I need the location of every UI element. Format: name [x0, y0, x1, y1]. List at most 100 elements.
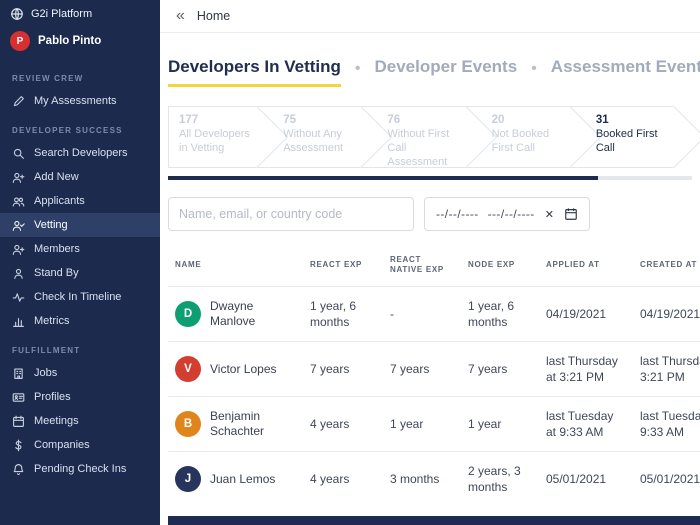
search-input[interactable]	[168, 197, 414, 231]
brand[interactable]: G2i Platform	[0, 0, 160, 25]
section-title-review-crew: REVIEW CREW	[12, 74, 84, 83]
main-content: « Home Developers In Vetting • Developer…	[160, 0, 700, 525]
sidebar-item-pending-check-ins[interactable]: Pending Check Ins	[0, 457, 160, 481]
applied-at-cell: 05/01/2021	[546, 472, 607, 486]
table-row[interactable]: D Dwayne Manlove 1 year, 6 months - 1 ye…	[168, 286, 700, 341]
sidebar-item-profiles[interactable]: Profiles	[0, 385, 160, 409]
sidebar-item-label: My Assessments	[34, 95, 117, 107]
sidebar-item-jobs[interactable]: Jobs	[0, 361, 160, 385]
node-exp-cell: 2 years, 3 months	[468, 464, 521, 494]
column-header-applied-at[interactable]: APPLIED AT	[546, 260, 600, 269]
column-header-node-exp[interactable]: NODE EXP	[468, 260, 515, 269]
sidebar-item-metrics[interactable]: Metrics	[0, 309, 160, 333]
sidebar-item-stand-by[interactable]: Stand By	[0, 261, 160, 285]
funnel-step-count: 75	[283, 114, 296, 126]
created-at-cell: 05/01/2021	[640, 472, 700, 486]
react-exp-cell: 1 year, 6 months	[310, 299, 357, 329]
column-header-name[interactable]: NAME	[175, 260, 202, 269]
funnel-step-label: All Developers in Vetting	[179, 128, 250, 154]
person-check-icon	[12, 220, 25, 231]
developer-name: Juan Lemos	[210, 471, 276, 486]
person-icon	[14, 268, 23, 279]
react-exp-cell: 7 years	[310, 362, 350, 376]
table-row[interactable]: B Benjamin Schachter 4 years 1 year 1 ye…	[168, 396, 700, 451]
sidebar-item-label: Profiles	[34, 391, 71, 403]
sidebar-item-vetting[interactable]: Vetting	[0, 213, 160, 237]
sidebar-item-label: Vetting	[34, 219, 68, 231]
person-add-icon	[12, 172, 25, 183]
funnel-step-count: 31	[595, 114, 609, 126]
calendar-picker-icon[interactable]	[564, 207, 578, 221]
vetting-funnel: 177 All Developers in Vetting 75 Without…	[168, 106, 675, 168]
sidebar-item-my-assessments[interactable]: My Assessments	[0, 89, 160, 113]
user-name: Pablo Pinto	[38, 35, 102, 47]
search-icon	[13, 148, 24, 159]
activity-icon	[12, 292, 25, 302]
sidebar-item-add-new[interactable]: Add New	[0, 165, 160, 189]
column-header-created-at[interactable]: CREATED AT	[640, 260, 698, 269]
g2i-logo-icon	[11, 8, 23, 20]
tab-separator-dot: •	[531, 60, 537, 77]
person-plus-icon	[12, 244, 25, 255]
sidebar-item-search-developers[interactable]: Search Developers	[0, 141, 160, 165]
row-avatar: D	[175, 301, 201, 327]
tabs: Developers In Vetting • Developer Events…	[168, 57, 700, 87]
funnel-step-all-developers[interactable]: 177 All Developers in Vetting	[168, 106, 258, 168]
funnel-step-count: 20	[491, 114, 505, 126]
tab-developer-events[interactable]: Developer Events	[374, 57, 518, 76]
user-avatar: P	[10, 31, 30, 51]
sidebar-item-label: Members	[34, 243, 80, 255]
funnel-step-count: 76	[387, 114, 401, 126]
funnel-step-not-booked-first-call[interactable]: 20 Not Booked First Call	[465, 106, 570, 168]
date-start-value[interactable]: --/--/----	[436, 207, 479, 221]
funnel-progress-fill	[168, 176, 598, 180]
people-icon	[12, 196, 25, 207]
funnel-step-label: Without First Call Assessment	[387, 128, 450, 168]
react-native-exp-cell: 3 months	[390, 472, 440, 486]
sidebar-item-label: Applicants	[34, 195, 85, 207]
bar-chart-icon	[13, 317, 24, 327]
brand-label: G2i Platform	[31, 8, 93, 20]
sidebar-item-check-in-timeline[interactable]: Check In Timeline	[0, 285, 160, 309]
sidebar-item-applicants[interactable]: Applicants	[0, 189, 160, 213]
column-header-react-native-exp[interactable]: REACT NATIVE EXP	[390, 255, 444, 274]
table-horizontal-scrollbar[interactable]	[168, 516, 700, 525]
react-native-exp-cell: 7 years	[390, 362, 430, 376]
section-title-developer-success: DEVELOPER SUCCESS	[12, 126, 123, 135]
breadcrumb-home[interactable]: Home	[196, 9, 231, 23]
sidebar-item-label: Metrics	[34, 315, 70, 327]
applied-at-cell: last Thursday at 3:21 PM	[546, 354, 618, 384]
tab-separator-dot: •	[354, 60, 361, 77]
created-at-cell: last Thursday at 3:21 PM	[640, 354, 700, 384]
date-end-value[interactable]: ---/--/----	[487, 207, 535, 221]
clear-dates-icon[interactable]: ✕	[544, 208, 554, 221]
table-row[interactable]: J Juan Lemos 4 years 3 months 2 years, 3…	[168, 451, 700, 506]
sidebar-item-label: Add New	[34, 171, 79, 183]
sidebar-item-label: Jobs	[34, 367, 58, 379]
sidebar-item-label: Companies	[34, 439, 90, 451]
react-exp-cell: 4 years	[310, 417, 350, 431]
sidebar-item-label: Meetings	[34, 415, 79, 427]
funnel-step-label: Without Any Assessment	[283, 128, 344, 154]
react-native-exp-cell: -	[390, 307, 394, 321]
sidebar-item-label: Stand By	[34, 267, 79, 279]
table-row[interactable]: V Victor Lopes 7 years 7 years 7 years l…	[168, 341, 700, 396]
bell-icon	[13, 463, 24, 475]
row-avatar: J	[175, 466, 201, 492]
back-icon[interactable]: «	[176, 7, 185, 24]
created-at-cell: 04/19/2021	[640, 307, 700, 321]
react-native-exp-cell: 1 year	[390, 417, 424, 431]
sidebar-item-members[interactable]: Members	[0, 237, 160, 261]
column-header-react-exp[interactable]: REACT EXP	[310, 260, 363, 269]
user-menu[interactable]: P Pablo Pinto	[0, 25, 160, 61]
tab-developers-in-vetting[interactable]: Developers In Vetting	[168, 57, 341, 87]
react-exp-cell: 4 years	[310, 472, 350, 486]
date-range-input[interactable]: --/--/---- ---/--/---- ✕	[424, 197, 590, 231]
dollar-icon	[15, 439, 22, 451]
tab-assessment-events[interactable]: Assessment Events	[550, 57, 700, 76]
sidebar-item-companies[interactable]: Companies	[0, 433, 160, 457]
sidebar-item-meetings[interactable]: Meetings	[0, 409, 160, 433]
node-exp-cell: 7 years	[468, 362, 508, 376]
building-icon	[14, 367, 23, 379]
